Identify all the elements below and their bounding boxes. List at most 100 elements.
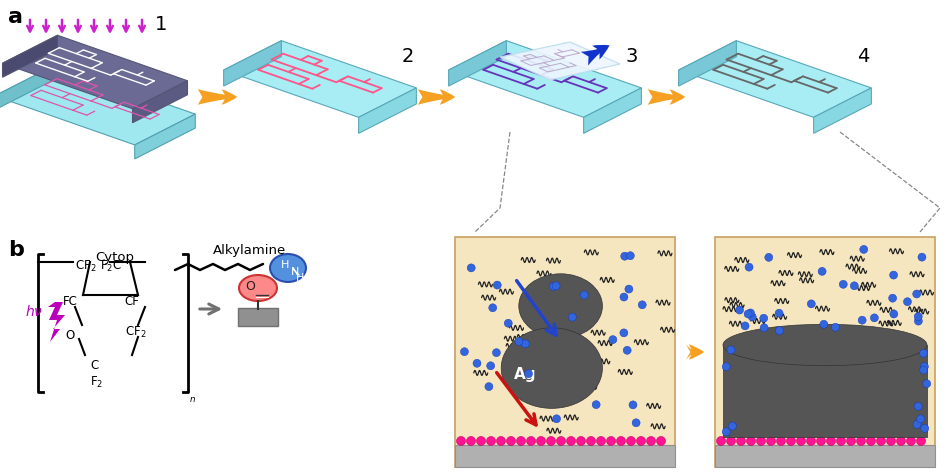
Text: F$_2$: F$_2$ [90, 375, 103, 390]
Circle shape [839, 280, 848, 288]
Polygon shape [448, 41, 506, 86]
Bar [715, 445, 935, 467]
Text: 1: 1 [155, 15, 167, 34]
Text: FC: FC [63, 295, 78, 308]
Circle shape [626, 437, 636, 446]
Circle shape [556, 437, 566, 446]
Circle shape [737, 437, 745, 446]
Circle shape [728, 422, 736, 430]
Circle shape [777, 437, 785, 446]
Circle shape [913, 290, 920, 298]
Text: N: N [290, 267, 299, 277]
Circle shape [722, 362, 730, 371]
Polygon shape [223, 41, 281, 86]
Circle shape [587, 437, 595, 446]
Circle shape [818, 267, 826, 275]
Circle shape [550, 282, 557, 290]
Circle shape [914, 402, 922, 410]
Circle shape [515, 337, 523, 346]
Circle shape [920, 362, 928, 371]
Circle shape [920, 424, 929, 432]
Circle shape [746, 437, 756, 446]
Circle shape [620, 329, 628, 337]
Circle shape [609, 336, 617, 344]
Circle shape [920, 366, 928, 374]
Circle shape [637, 437, 645, 446]
Circle shape [903, 298, 911, 306]
Polygon shape [134, 114, 195, 159]
Circle shape [820, 320, 828, 328]
Circle shape [856, 437, 866, 446]
Circle shape [890, 310, 898, 318]
Circle shape [736, 306, 744, 314]
Circle shape [906, 437, 916, 446]
Circle shape [858, 316, 867, 324]
Circle shape [922, 379, 931, 388]
Bar [238, 308, 278, 326]
Circle shape [552, 282, 560, 290]
Text: Cytop: Cytop [96, 251, 134, 264]
Text: 2: 2 [402, 48, 414, 67]
Ellipse shape [239, 275, 277, 301]
Circle shape [457, 437, 465, 446]
Circle shape [467, 264, 475, 272]
Polygon shape [48, 302, 65, 342]
Text: H: H [296, 273, 305, 283]
Circle shape [527, 437, 535, 446]
Text: C: C [90, 359, 98, 372]
Circle shape [639, 301, 646, 309]
Polygon shape [223, 41, 416, 118]
Circle shape [918, 253, 926, 261]
Circle shape [486, 362, 495, 370]
Circle shape [493, 281, 501, 289]
Circle shape [889, 271, 898, 279]
Circle shape [473, 359, 481, 367]
Circle shape [504, 319, 513, 327]
Circle shape [748, 313, 756, 321]
Circle shape [626, 252, 635, 260]
Circle shape [580, 291, 588, 299]
Ellipse shape [501, 328, 603, 408]
Circle shape [745, 310, 752, 318]
Circle shape [870, 314, 879, 322]
Circle shape [485, 383, 493, 391]
Circle shape [786, 437, 796, 446]
Circle shape [629, 401, 637, 409]
Circle shape [741, 322, 749, 330]
Polygon shape [3, 35, 58, 77]
Circle shape [617, 437, 625, 446]
Circle shape [888, 294, 897, 302]
Text: CF: CF [124, 295, 139, 308]
Circle shape [860, 245, 867, 253]
Ellipse shape [270, 254, 306, 282]
Ellipse shape [518, 274, 603, 338]
Circle shape [775, 309, 783, 317]
Circle shape [632, 419, 640, 427]
Circle shape [745, 263, 753, 271]
Circle shape [766, 437, 776, 446]
Circle shape [569, 313, 576, 321]
Circle shape [506, 437, 516, 446]
Circle shape [816, 437, 826, 446]
Circle shape [867, 437, 875, 446]
Circle shape [917, 415, 924, 423]
Circle shape [646, 437, 656, 446]
Text: CF$_2$: CF$_2$ [75, 259, 96, 274]
Ellipse shape [723, 324, 927, 366]
Circle shape [489, 304, 497, 312]
Circle shape [466, 437, 476, 446]
Polygon shape [359, 88, 416, 133]
Polygon shape [678, 41, 871, 118]
Polygon shape [500, 42, 620, 80]
Circle shape [886, 437, 896, 446]
Text: Ag: Ag [514, 368, 536, 382]
Circle shape [764, 253, 773, 261]
Circle shape [552, 415, 561, 423]
Circle shape [807, 300, 815, 308]
Text: 4: 4 [857, 48, 869, 67]
Polygon shape [0, 65, 195, 145]
Circle shape [847, 437, 855, 446]
Circle shape [915, 317, 922, 325]
Text: H: H [281, 260, 289, 270]
Circle shape [832, 323, 839, 331]
